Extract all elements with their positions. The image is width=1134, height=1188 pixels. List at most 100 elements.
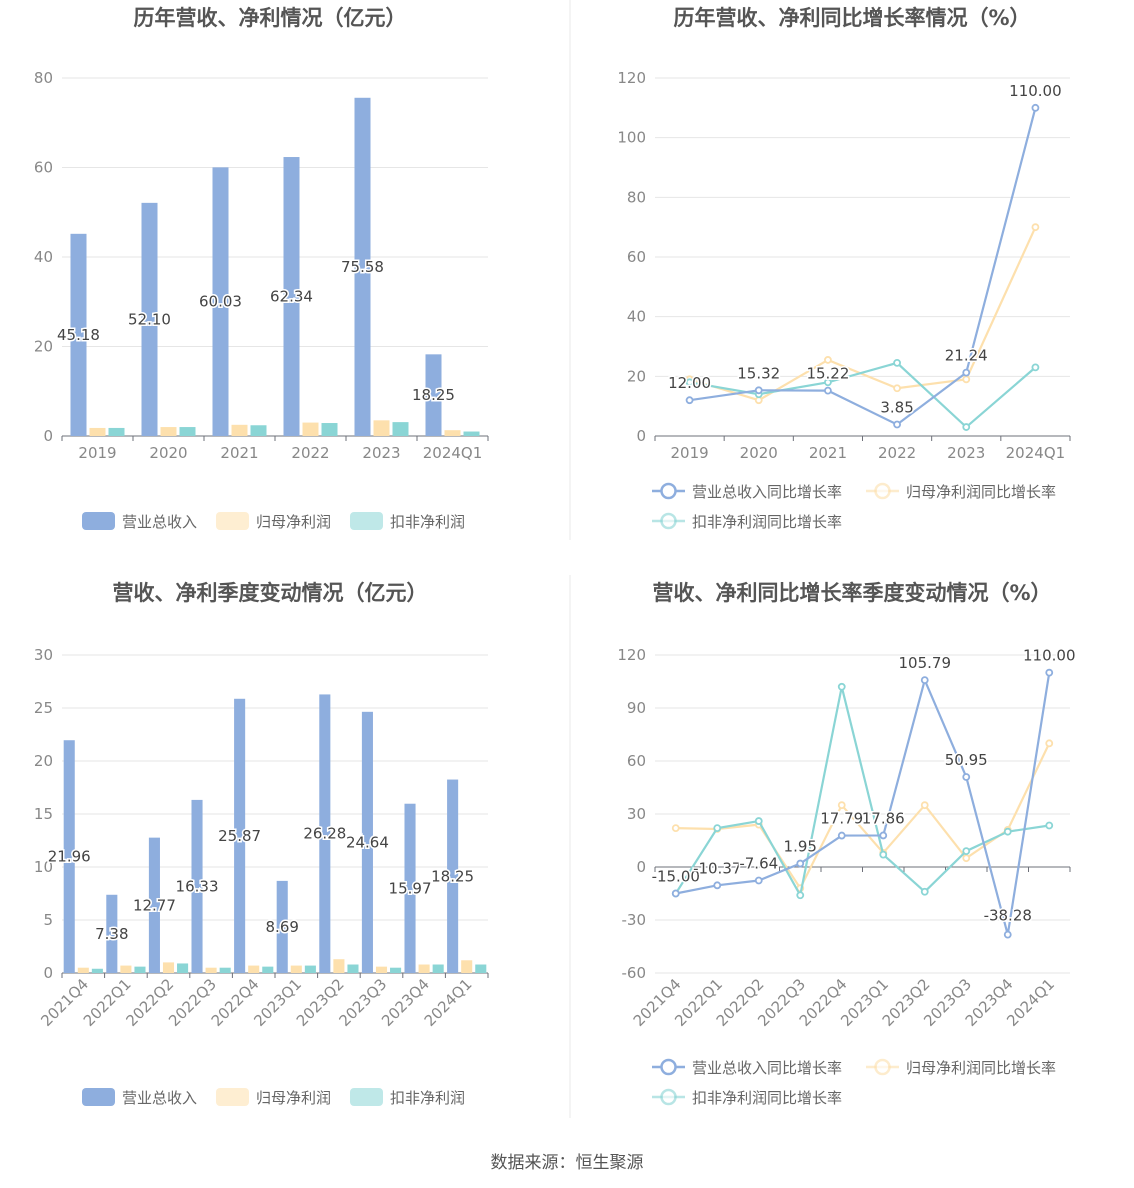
- chart3-series-line-deducted-profit-yoy: [674, 686, 1050, 899]
- chart3-legend-marker: [660, 1058, 677, 1076]
- chart3-y-tick-label: 90: [627, 699, 646, 717]
- chart0-bar-revenue: [283, 157, 300, 436]
- chart3-title: 营收、净利同比增长率季度变动情况（%）: [652, 581, 1051, 605]
- chart0-y-tick-label: 20: [34, 338, 53, 356]
- chart0-bar-deducted-profit: [250, 425, 267, 436]
- chart0-bar-net-profit: [89, 427, 106, 436]
- chart0-bar-revenue: [70, 233, 87, 436]
- chart3-point-deducted-profit-yoy: [754, 817, 763, 825]
- chart3-point-revenue-yoy: [1003, 930, 1012, 939]
- chart1-point-revenue-yoy: [754, 386, 763, 395]
- chart2-bar-net-profit: [77, 967, 89, 973]
- chart2-bar-net-profit: [375, 966, 388, 973]
- chart2-bar-net-profit: [333, 959, 345, 973]
- chart0-data-label: 60.03: [199, 293, 242, 311]
- chart3-point-deducted-profit-yoy: [837, 682, 846, 691]
- chart3-y-tick-label: -60: [622, 964, 647, 982]
- chart1-y-tick-label: 100: [617, 129, 646, 147]
- chart1-series-line-revenue-yoy: [689, 107, 1037, 426]
- chart2-title: 营收、净利季度变动情况（亿元）: [113, 581, 428, 605]
- chart2-bar-deducted-profit: [475, 964, 487, 973]
- chart2-legend-label: 营业总收入: [122, 1089, 197, 1107]
- chart2-y-tick-label: 5: [43, 911, 53, 929]
- chart3-series-line-revenue-yoy: [675, 672, 1051, 935]
- chart0-legend-swatch: [82, 512, 115, 530]
- chart1-legend-label: 扣非净利润同比增长率: [692, 513, 842, 531]
- chart2-bar-deducted-profit: [304, 965, 316, 973]
- chart3-legend-label: 营业总收入同比增长率: [692, 1059, 842, 1077]
- chart3-point-revenue-yoy: [754, 876, 763, 885]
- chart0-bar-revenue: [354, 97, 371, 436]
- chart3-point-deducted-profit-yoy: [962, 847, 971, 855]
- chart1-point-deducted-profit-yoy: [962, 423, 971, 431]
- data-source: 数据来源：恒生聚源: [490, 1153, 644, 1173]
- chart3-data-label: -38.28: [984, 907, 1032, 925]
- chart2-y-tick-label: 15: [34, 805, 53, 823]
- chart0-data-label: 18.25: [412, 386, 455, 404]
- chart2-bar-net-profit: [120, 965, 132, 973]
- chart0-legend-label: 归母净利润: [256, 513, 331, 531]
- chart3-point-net-profit-yoy: [962, 854, 971, 863]
- chart2-bar-deducted-profit: [219, 967, 231, 973]
- chart2-data-label: 7.38: [95, 925, 128, 943]
- chart2-data-label: 24.64: [346, 833, 389, 851]
- chart1-point-revenue-yoy: [824, 386, 832, 395]
- chart0-data-label: 62.34: [270, 288, 313, 306]
- chart2-bar-revenue: [191, 799, 203, 973]
- chart0-x-tick-label: 2021: [220, 444, 258, 462]
- chart0-bar-deducted-profit: [179, 427, 196, 436]
- chart2-bar-revenue: [148, 837, 160, 973]
- chart2-bar-net-profit: [205, 967, 217, 973]
- chart3-data-label: -7.64: [739, 854, 778, 872]
- chart2-bar-net-profit: [461, 960, 473, 973]
- chart2-bar-net-profit: [162, 962, 175, 973]
- chart0-bar-revenue: [141, 202, 158, 436]
- chart0-bar-net-profit: [302, 422, 319, 436]
- chart1-x-tick-label: 2019: [670, 444, 708, 462]
- chart0-bar-deducted-profit: [108, 427, 125, 436]
- chart3-point-revenue-yoy: [962, 773, 971, 781]
- chart0-bar-net-profit: [160, 427, 177, 436]
- chart1-y-tick-label: 40: [627, 308, 646, 326]
- chart0-legend-swatch: [350, 512, 383, 530]
- chart1-y-tick-label: 120: [617, 69, 646, 87]
- chart1-point-revenue-yoy: [685, 396, 694, 405]
- chart0-bar-deducted-profit: [463, 431, 480, 436]
- chart1-legend-marker: [874, 482, 891, 500]
- chart1-point-net-profit-yoy: [962, 375, 971, 384]
- chart2-bar-net-profit: [290, 965, 302, 973]
- chart1-x-tick-label: 2024Q1: [1006, 444, 1066, 462]
- chart0-data-label: 52.10: [128, 310, 171, 328]
- chart2-bar-deducted-profit: [177, 963, 189, 973]
- chart1-point-revenue-yoy: [962, 368, 971, 377]
- chart2-bar-revenue: [276, 880, 288, 973]
- chart2-y-tick-label: 20: [34, 752, 53, 770]
- chart0-bar-revenue: [425, 354, 442, 436]
- chart1-point-net-profit-yoy: [893, 384, 901, 393]
- chart3-data-label: 110.00: [1023, 647, 1076, 665]
- chart2-bar-net-profit: [248, 965, 260, 973]
- chart0-x-tick-label: 2023: [362, 444, 400, 462]
- chart2-legend-swatch: [216, 1088, 249, 1106]
- chart1-point-revenue-yoy: [1031, 103, 1040, 112]
- chart1-x-tick-label: 2022: [878, 444, 916, 462]
- chart3-point-deducted-profit-yoy: [796, 891, 805, 900]
- chart2-data-label: 16.33: [176, 877, 219, 895]
- chart1-y-tick-label: 0: [636, 427, 646, 445]
- chart0-bar-net-profit: [373, 420, 390, 436]
- chart0-bar-deducted-profit: [392, 422, 409, 436]
- chart2-bar-revenue: [63, 740, 75, 973]
- chart1-title: 历年营收、净利同比增长率情况（%）: [673, 6, 1030, 30]
- chart2-y-tick-label: 30: [34, 646, 53, 664]
- chart2-legend-swatch: [82, 1088, 115, 1106]
- chart1-point-net-profit-yoy: [824, 356, 832, 364]
- chart2-y-tick-label: 25: [34, 699, 53, 717]
- chart3-point-revenue-yoy: [1045, 668, 1054, 677]
- chart1-point-deducted-profit-yoy: [685, 378, 694, 387]
- chart3-legend-label: 归母净利润同比增长率: [906, 1059, 1056, 1077]
- chart3-point-deducted-profit-yoy: [713, 824, 722, 833]
- chart2-bar-revenue: [404, 803, 416, 973]
- chart3-point-revenue-yoy: [879, 831, 888, 840]
- chart1-series-line-net-profit-yoy: [689, 226, 1037, 402]
